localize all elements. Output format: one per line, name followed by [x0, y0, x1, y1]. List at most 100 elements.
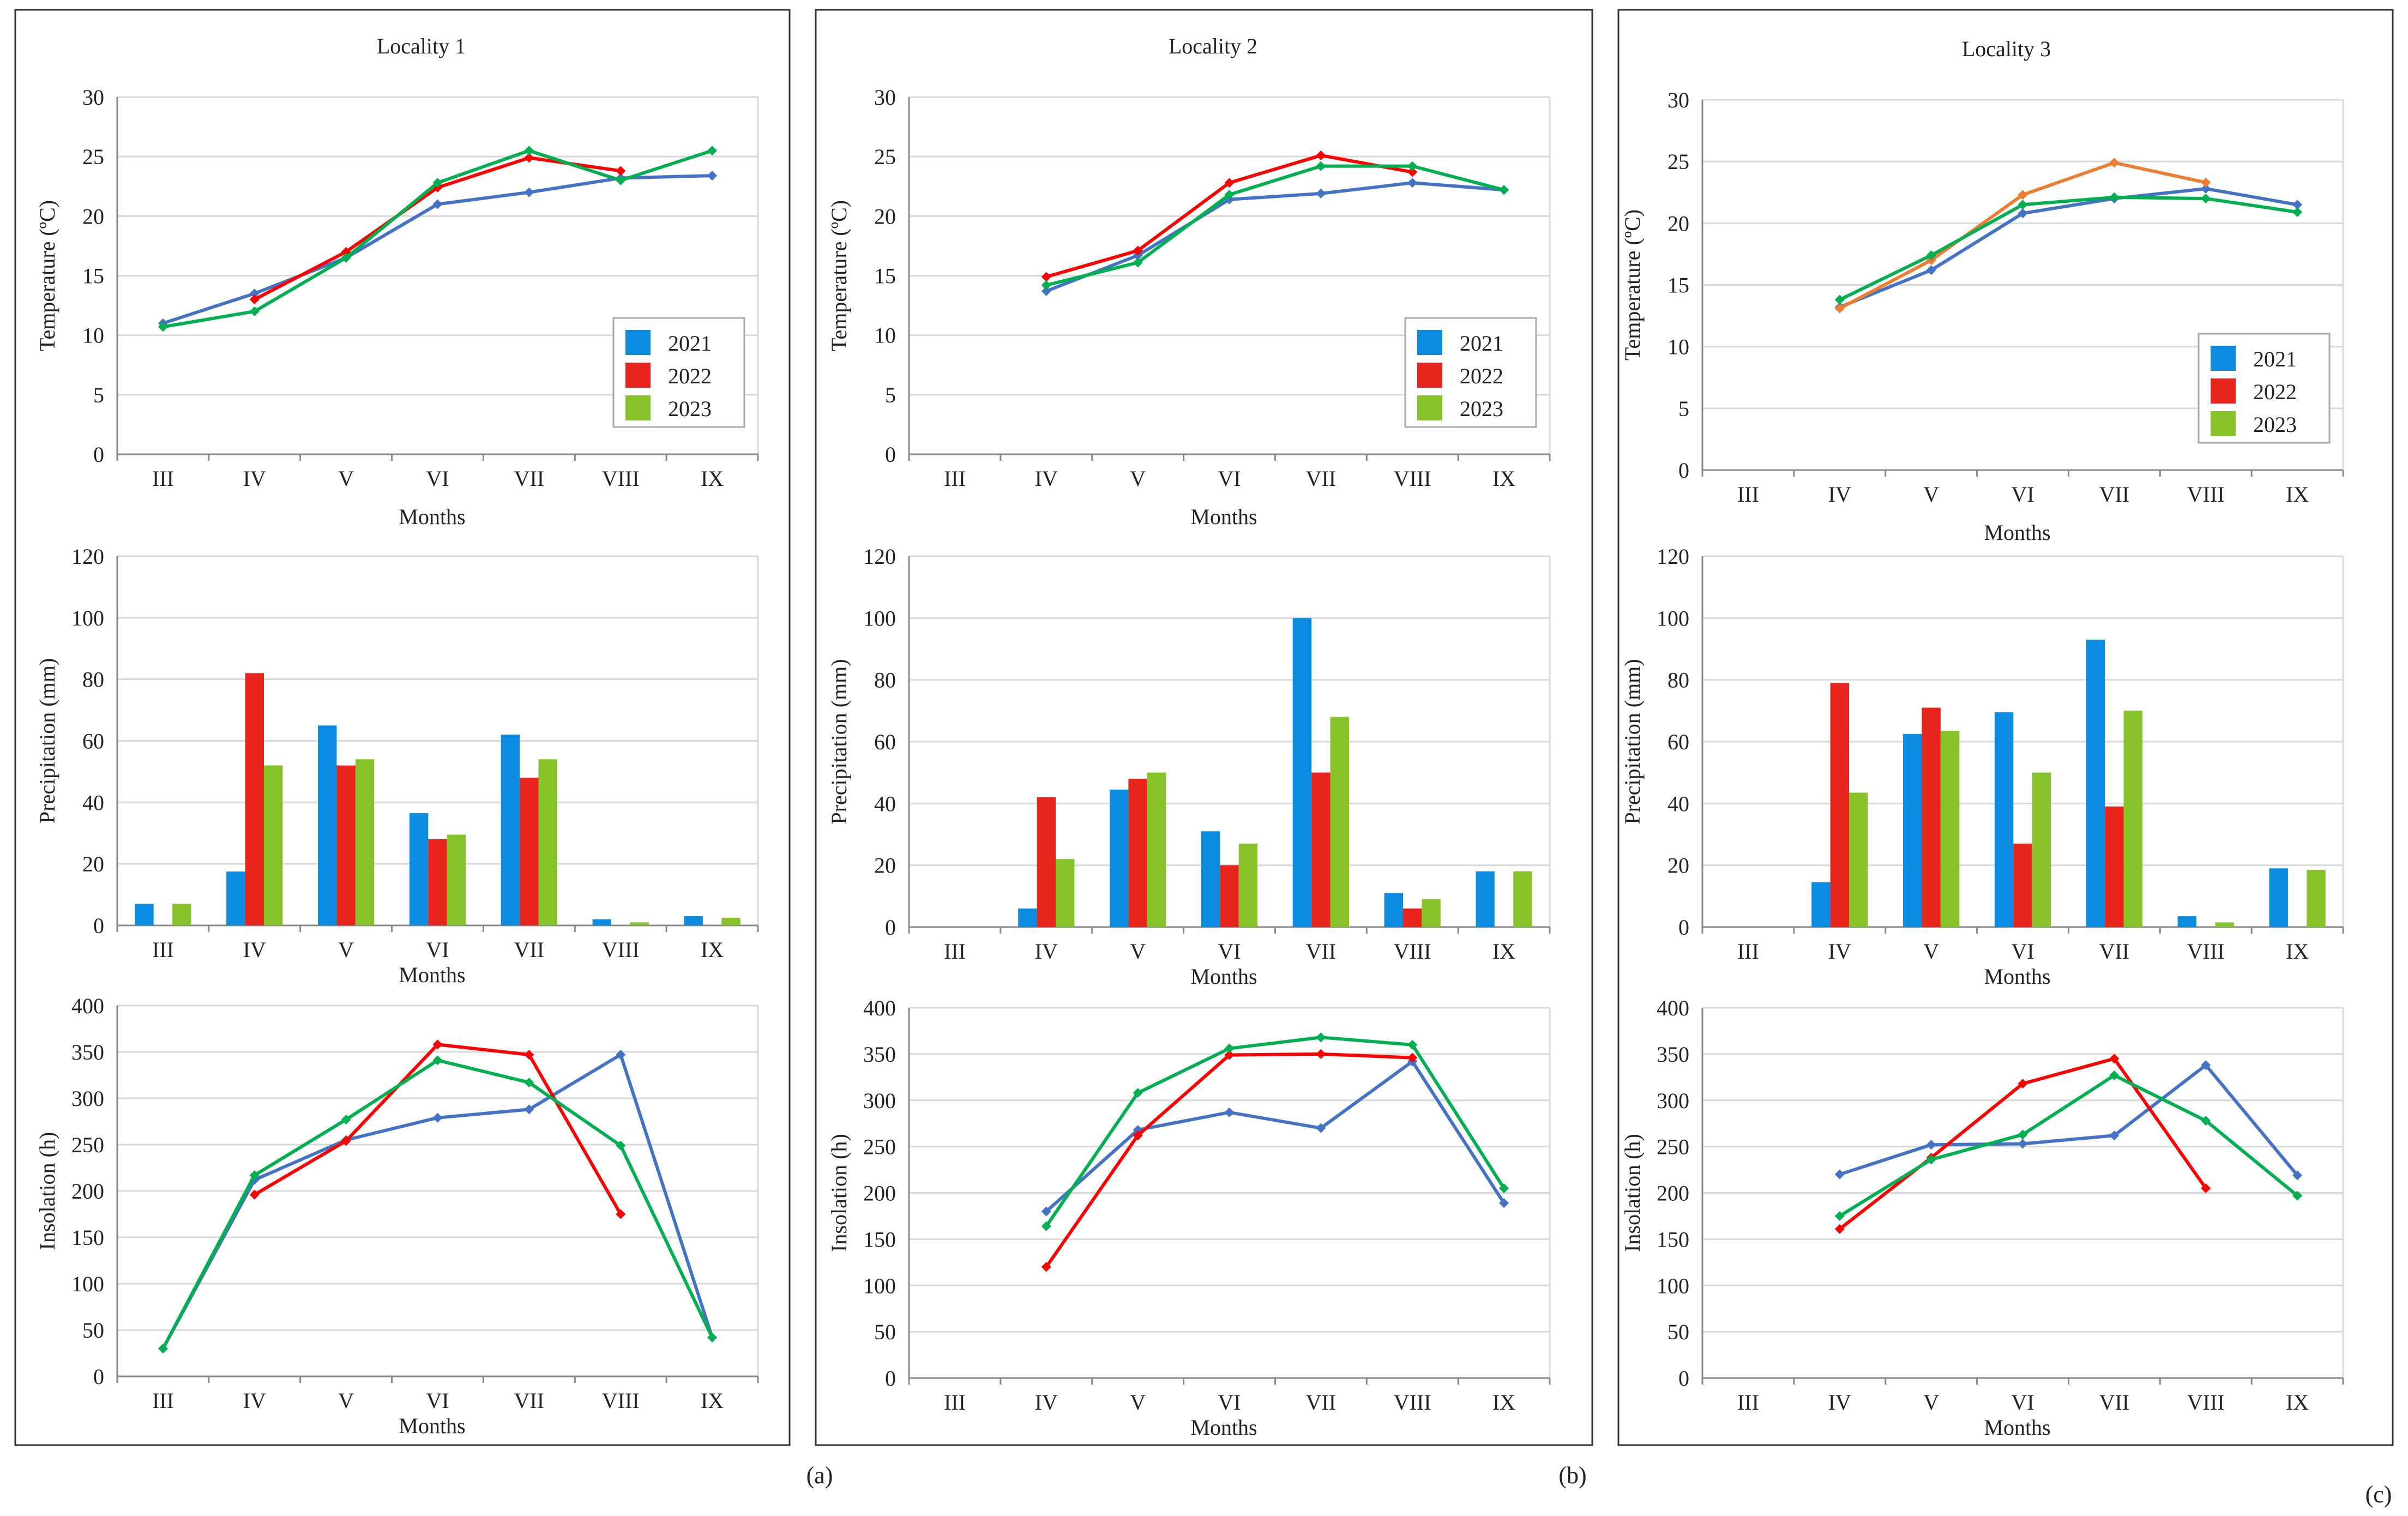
x-tick-label: V: [1130, 466, 1146, 491]
x-tick-label: III: [1737, 1390, 1759, 1415]
data-point-2022: [1316, 150, 1326, 160]
data-point-2022: [249, 1189, 260, 1200]
precipitation-chart: 0 20 40 60 80 100 120 III IV V VI VII VIII IX Months Pr…: [1620, 544, 2344, 989]
x-tick-label: III: [152, 1388, 174, 1413]
bar-2023: [1147, 772, 1166, 927]
series-line-2023: [161, 1058, 714, 1350]
bar-2022: [1830, 683, 1849, 927]
legend-label: 2023: [1460, 396, 1503, 421]
data-point-2021: [707, 171, 718, 181]
legend-swatch-2021: [625, 330, 651, 355]
data-point-2022: [249, 294, 260, 305]
x-tick-label: IV: [1828, 482, 1851, 507]
x-tick-label: VII: [514, 466, 545, 491]
y-tick-label: 25: [874, 145, 896, 169]
x-tick-label: VII: [2099, 482, 2130, 507]
x-tick-label: V: [1130, 1390, 1146, 1415]
y-tick-label: 30: [874, 85, 896, 110]
x-tick-label: VI: [426, 937, 449, 962]
y-tick-label: 20: [874, 853, 896, 878]
y-tick-label: 60: [82, 729, 104, 754]
bar-2023: [263, 765, 283, 925]
bar-2023: [355, 759, 375, 925]
x-tick-label: VII: [514, 1388, 545, 1413]
x-tick-label: IX: [1492, 939, 1515, 964]
data-point-2021: [1926, 1140, 1936, 1150]
y-tick-label: 250: [863, 1135, 896, 1159]
data-point-2022: [432, 1039, 443, 1050]
data-point-2023: [249, 306, 260, 316]
chart-title: Locality 2: [1169, 34, 1257, 58]
y-tick-label: 350: [863, 1042, 896, 1067]
y-tick-label: 25: [1667, 149, 1689, 174]
data-point-2023: [1407, 1039, 1418, 1050]
data-point-2023: [2292, 1190, 2303, 1201]
bar-2022: [336, 765, 356, 925]
data-point-2023: [2018, 200, 2028, 210]
x-tick-label: VII: [1306, 466, 1337, 491]
data-point-2021: [524, 1104, 534, 1115]
bar-2022: [428, 839, 447, 925]
x-tick-label: IX: [1492, 1390, 1515, 1415]
y-tick-label: 15: [874, 264, 896, 288]
series-line-2021: [1839, 187, 2298, 309]
x-tick-label: V: [1923, 1390, 1939, 1415]
legend: 2021 2022 2023: [1404, 317, 1537, 428]
insolation-chart: 0 50 100 150 200 250 300 350 400 III IV V VI VII VIII I…: [1620, 996, 2344, 1440]
y-tick-label: 15: [82, 264, 104, 288]
data-point-2023: [616, 175, 626, 185]
y-tick-label: 0: [93, 442, 104, 467]
legend-swatch-2022: [625, 363, 651, 388]
y-tick-label: 120: [863, 544, 896, 569]
legend-label: 2021: [668, 331, 712, 356]
data-point-2021: [432, 199, 443, 209]
x-tick-label: III: [152, 466, 174, 491]
x-tick-label: VI: [1218, 939, 1241, 964]
y-axis-label: Insolation (h): [35, 1132, 59, 1250]
x-tick-label: V: [1923, 482, 1939, 507]
x-tick-label: IX: [2286, 482, 2309, 507]
data-point-2021: [616, 1050, 626, 1060]
x-tick-label: VIII: [602, 1388, 640, 1413]
y-tick-label: 400: [71, 994, 104, 1018]
data-point-2023: [1316, 1032, 1326, 1043]
bar-2021: [2269, 868, 2288, 927]
bar-2021: [684, 916, 703, 925]
legend-label: 2022: [668, 364, 712, 388]
panel-label: (c): [2365, 1481, 2392, 1508]
data-point-2023: [1407, 161, 1418, 171]
data-point-2023: [158, 322, 168, 332]
bar-2023: [1422, 899, 1441, 927]
y-tick-label: 250: [1657, 1135, 1689, 1159]
series-line-2023: [1046, 164, 1504, 287]
bar-2022: [1128, 779, 1147, 927]
bar-2021: [1994, 712, 2014, 927]
bar-2021: [226, 871, 245, 925]
legend-swatch-2023: [2211, 411, 2236, 436]
y-tick-label: 15: [1667, 273, 1689, 298]
data-point-2022: [341, 1136, 351, 1146]
x-tick-label: IX: [2286, 1390, 2309, 1415]
data-point-2022: [1407, 1052, 1418, 1063]
x-tick-label: VIII: [2187, 1390, 2225, 1415]
y-tick-label: 30: [82, 85, 104, 110]
y-tick-label: 0: [93, 913, 104, 938]
y-tick-label: 20: [82, 852, 104, 876]
y-tick-label: 150: [1657, 1227, 1689, 1252]
data-point-2023: [707, 1332, 718, 1343]
bar-2021: [1476, 871, 1495, 927]
x-tick-label: VI: [2011, 482, 2034, 507]
data-point-2021: [1041, 1206, 1051, 1217]
y-axis-label: Temperature (ºC): [827, 200, 851, 351]
x-tick-label: IX: [701, 1388, 724, 1413]
data-point-2022: [2109, 158, 2120, 168]
panel-label: (b): [1558, 1462, 1586, 1489]
x-tick-label: VI: [2011, 1390, 2034, 1415]
bar-2023: [630, 922, 649, 925]
series-line-2021: [162, 174, 713, 325]
x-axis-label: Months: [1984, 1415, 2050, 1440]
data-point-2023: [1224, 190, 1235, 200]
bar-2023: [172, 904, 191, 925]
bar-2023: [447, 834, 466, 925]
x-axis-label: Months: [1984, 520, 2050, 545]
